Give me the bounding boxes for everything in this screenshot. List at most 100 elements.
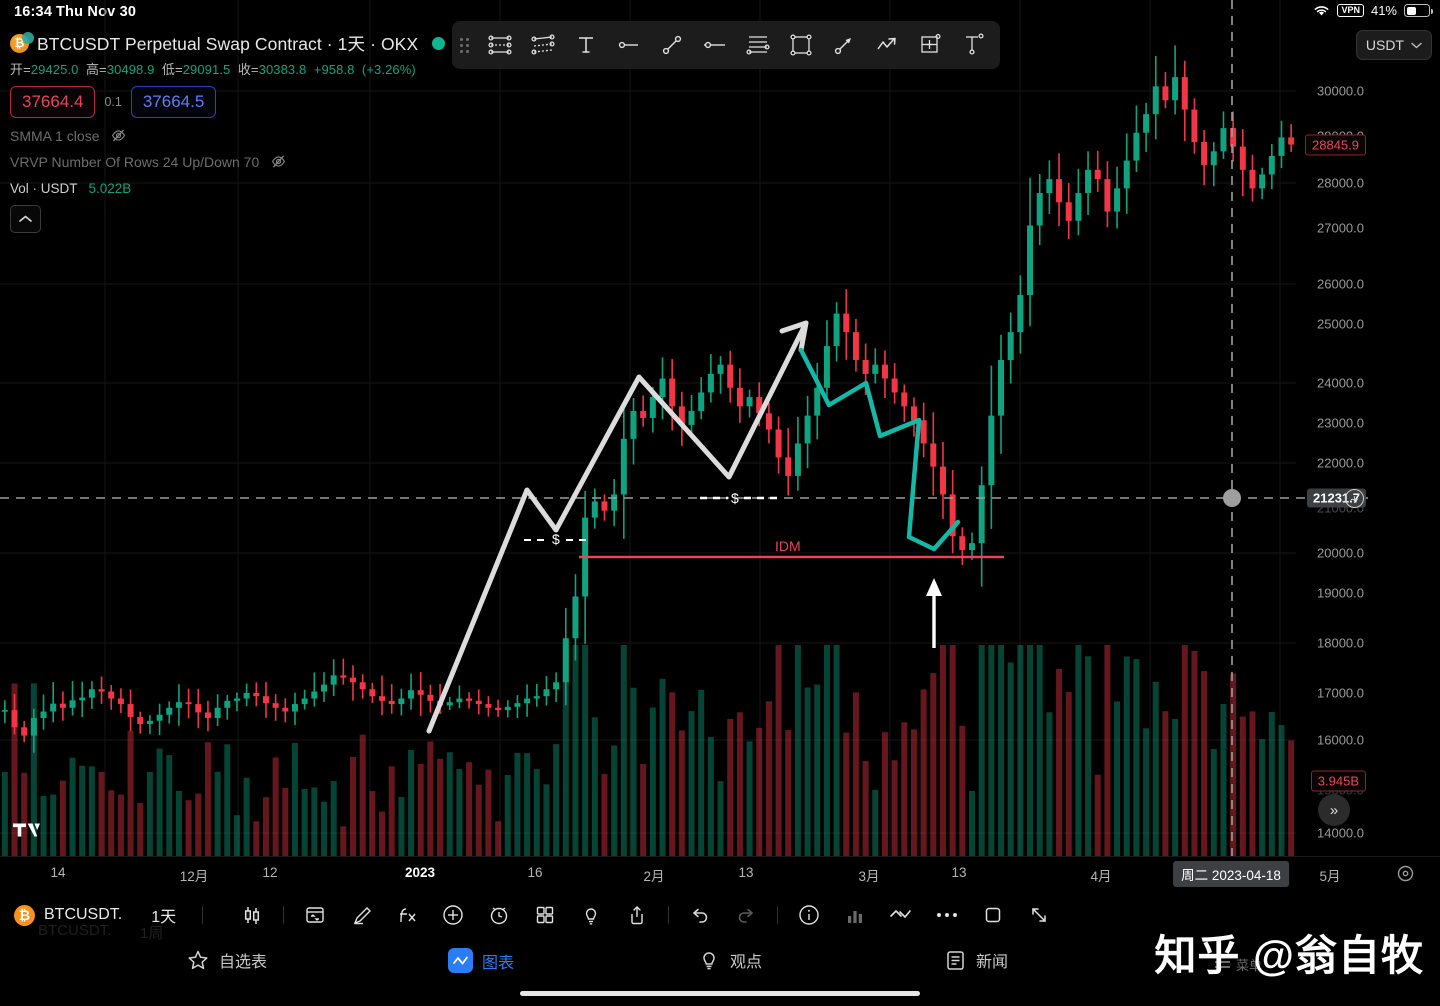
horizontal-ray-icon[interactable] bbox=[696, 26, 734, 64]
undo-icon[interactable] bbox=[679, 894, 721, 936]
indicator-row-vrvp[interactable]: VRVP Number Of Rows 24 Up/Down 70 bbox=[10, 153, 445, 170]
layouts-grid-icon[interactable] bbox=[524, 894, 566, 936]
time-tick: 12 bbox=[262, 865, 278, 880]
drag-grip-icon[interactable] bbox=[460, 33, 474, 57]
arrow-icon[interactable] bbox=[825, 26, 863, 64]
drawing-pen-icon[interactable] bbox=[340, 894, 382, 936]
volume-label: Vol · USDT bbox=[10, 181, 78, 196]
timeframe-label[interactable]: 1天 bbox=[151, 909, 177, 926]
last-price-badge: 28845.9 bbox=[1305, 134, 1366, 156]
candle-type-icon[interactable] bbox=[231, 894, 273, 936]
indicator-row-smma[interactable]: SMMA 1 close bbox=[10, 127, 445, 144]
ideas-bulb-icon[interactable] bbox=[570, 894, 612, 936]
zigzag-white-top-tick bbox=[779, 320, 809, 334]
measure-icon[interactable] bbox=[954, 26, 992, 64]
time-tick: 4月 bbox=[1090, 869, 1112, 884]
volume-row[interactable]: Vol · USDT 5.022B bbox=[10, 181, 445, 196]
close-label: 收= bbox=[237, 62, 259, 77]
time-tick: 2月 bbox=[643, 869, 665, 884]
time-tick: 12月 bbox=[179, 869, 209, 884]
trend-lines-group-icon[interactable] bbox=[481, 26, 519, 64]
bid-price-box[interactable]: 37664.4 bbox=[10, 86, 96, 118]
high-value: 30498.9 bbox=[106, 62, 155, 77]
indicator-wave-icon[interactable] bbox=[880, 894, 922, 936]
symbol-selector[interactable]: ₿ BTCUSDT. 1天 bbox=[14, 903, 176, 927]
tab-label: 新闻 bbox=[976, 954, 1009, 971]
fib-retracement-icon[interactable] bbox=[739, 26, 777, 64]
chart-legend: ₿ BTCUSDT Perpetual Swap Contract · 1天 ·… bbox=[10, 30, 446, 233]
drawing-toolbar[interactable] bbox=[452, 21, 1000, 69]
change-percent: (+3.26%) bbox=[361, 62, 416, 77]
info-icon[interactable] bbox=[788, 894, 830, 936]
bulb-icon bbox=[703, 952, 715, 970]
ghost-symbol-label: BTCUSDT. bbox=[38, 922, 112, 939]
up-arrow-annotation bbox=[926, 578, 942, 648]
time-tick: 14 bbox=[50, 865, 66, 880]
text-tool-icon[interactable] bbox=[567, 26, 605, 64]
indicators-fx-icon[interactable] bbox=[386, 894, 428, 936]
ghost-timeframe-label: 1周 bbox=[140, 925, 164, 942]
vpn-badge: VPN bbox=[1337, 4, 1364, 17]
menu-ghost-label: 菜单 bbox=[1214, 955, 1262, 974]
zigzag-white-annotation bbox=[426, 320, 809, 734]
currency-select[interactable]: USDT bbox=[1355, 30, 1432, 60]
open-label: 开= bbox=[10, 62, 31, 77]
tab-watchlist[interactable]: 自选表 bbox=[186, 948, 267, 972]
price-tick: 14000.0 bbox=[1317, 825, 1364, 841]
eye-off-icon[interactable] bbox=[110, 127, 127, 144]
dollar-label-1: $ bbox=[552, 531, 560, 547]
price-axis[interactable]: 30000.0 29000.0 28000.0 27000.0 26000.0 … bbox=[1296, 0, 1368, 856]
tab-ideas[interactable]: 观点 bbox=[697, 948, 762, 972]
news-icon bbox=[947, 950, 964, 970]
price-tick: 16000.0 bbox=[1317, 732, 1364, 748]
menu-label: 菜单 bbox=[1235, 958, 1262, 973]
share-icon[interactable] bbox=[616, 894, 658, 936]
chevron-down-icon bbox=[1411, 42, 1422, 48]
eye-off-icon[interactable] bbox=[270, 153, 287, 170]
price-tick: 26000.0 bbox=[1317, 276, 1364, 292]
chart-canvas[interactable]: IDM $ $ 30000.0 29000.0 28000.0 27000.0 … bbox=[0, 0, 1368, 856]
time-axis[interactable]: 14 12月 12 2023 16 2月 13 3月 13 4月 周二 2023… bbox=[0, 856, 1440, 894]
zigzag-arrow-icon[interactable] bbox=[868, 26, 906, 64]
tab-chart[interactable]: 图表 bbox=[448, 948, 514, 973]
collapse-legend-button[interactable] bbox=[10, 205, 41, 233]
time-tick: 5月 bbox=[1319, 869, 1341, 884]
crosshair-date-badge: 周二 2023-04-18 bbox=[1173, 861, 1289, 887]
fullscreen-square-icon[interactable] bbox=[972, 894, 1014, 936]
expand-arrows-icon[interactable] bbox=[1018, 894, 1060, 936]
price-tick: 23000.0 bbox=[1317, 415, 1364, 431]
time-tick: 3月 bbox=[858, 869, 880, 884]
ask-price-box[interactable]: 37664.5 bbox=[130, 86, 217, 118]
price-tick: 17000.0 bbox=[1317, 685, 1364, 701]
horizontal-line-icon[interactable] bbox=[610, 26, 648, 64]
alert-clock-icon[interactable] bbox=[478, 894, 520, 936]
tab-news[interactable]: 新闻 bbox=[944, 948, 1008, 972]
live-dot-icon bbox=[432, 36, 446, 50]
price-tick: 28000.0 bbox=[1317, 175, 1364, 191]
pitchfork-icon[interactable] bbox=[524, 26, 562, 64]
stats-bar-icon[interactable] bbox=[834, 894, 876, 936]
quote-row: 37664.4 0.1 37664.5 bbox=[10, 86, 445, 118]
bitcoin-icon: ₿ bbox=[14, 904, 35, 926]
high-label: 高= bbox=[85, 62, 107, 77]
add-order-plus-icon[interactable]: + bbox=[1345, 489, 1364, 508]
redo-icon[interactable] bbox=[725, 894, 767, 936]
bottom-toolbar[interactable]: ₿ BTCUSDT. 1天 bbox=[0, 894, 1440, 942]
price-tick: 18000.0 bbox=[1317, 635, 1364, 651]
long-position-icon[interactable] bbox=[911, 26, 949, 64]
bottom-tab-bar[interactable]: 自选表 图表 观点 新闻 bbox=[0, 936, 1440, 1006]
tab-label: 观点 bbox=[730, 954, 763, 971]
add-icon[interactable] bbox=[432, 894, 474, 936]
more-dots-icon[interactable] bbox=[926, 894, 968, 936]
price-tick: 24000.0 bbox=[1317, 375, 1364, 391]
volume-value-badge: 3.945B bbox=[1310, 770, 1366, 792]
compare-icon[interactable] bbox=[294, 894, 336, 936]
scroll-to-realtime-button[interactable]: » bbox=[1318, 794, 1350, 826]
tab-label: 图表 bbox=[482, 954, 515, 972]
trend-line-icon[interactable] bbox=[653, 26, 691, 64]
timezone-clock-icon[interactable] bbox=[1397, 865, 1414, 882]
symbol-title[interactable]: BTCUSDT Perpetual Swap Contract · 1天 · O… bbox=[37, 33, 419, 54]
low-label: 低= bbox=[161, 62, 183, 77]
rectangle-icon[interactable] bbox=[782, 26, 820, 64]
low-value: 29091.5 bbox=[182, 62, 231, 77]
